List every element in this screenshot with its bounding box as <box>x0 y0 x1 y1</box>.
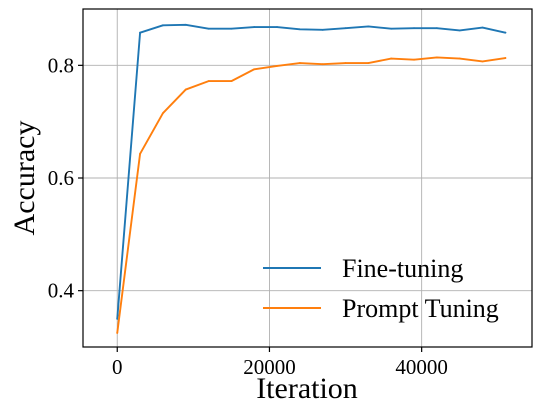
data-point-fine-tuning <box>253 26 256 28</box>
data-point-fine-tuning <box>481 26 484 29</box>
x-tick-label: 20000 <box>243 355 296 379</box>
x-tick-label: 0 <box>112 355 123 379</box>
data-point-fine-tuning <box>435 27 438 30</box>
data-point-prompt-tuning <box>435 56 438 59</box>
x-tick-label: 40000 <box>395 355 448 379</box>
data-point-fine-tuning <box>413 27 415 30</box>
data-point-prompt-tuning <box>390 57 393 60</box>
data-point-prompt-tuning <box>162 112 164 115</box>
data-point-prompt-tuning <box>458 57 461 60</box>
data-point-fine-tuning <box>139 31 141 34</box>
legend: Fine-tuning Prompt Tuning <box>263 254 499 323</box>
data-point-prompt-tuning <box>116 332 119 334</box>
x-axis-label: Iteration <box>256 372 358 405</box>
data-point-prompt-tuning <box>253 68 256 71</box>
y-tick-label: 0.8 <box>48 53 74 77</box>
data-point-prompt-tuning <box>184 88 187 91</box>
data-point-prompt-tuning <box>298 62 301 64</box>
data-point-prompt-tuning <box>481 60 484 63</box>
data-point-fine-tuning <box>344 27 347 30</box>
data-point-prompt-tuning <box>321 63 324 66</box>
data-point-fine-tuning <box>116 317 119 320</box>
data-point-fine-tuning <box>298 28 301 31</box>
series-lines <box>116 23 507 334</box>
data-point-prompt-tuning <box>207 80 210 83</box>
data-point-prompt-tuning <box>344 62 347 64</box>
data-point-fine-tuning <box>458 29 461 32</box>
grid <box>83 9 532 347</box>
y-axis-label: Accuracy <box>8 121 41 236</box>
legend-label-fine-tuning: Fine-tuning <box>342 254 463 283</box>
data-point-fine-tuning <box>367 25 370 28</box>
legend-label-prompt-tuning: Prompt Tuning <box>342 294 499 323</box>
data-point-fine-tuning <box>276 26 278 28</box>
data-point-prompt-tuning <box>504 57 507 59</box>
data-point-prompt-tuning <box>139 152 141 155</box>
data-point-fine-tuning <box>390 27 393 30</box>
axis-ticks: 0 20000 40000 0.4 0.6 0.8 <box>48 53 448 379</box>
data-point-fine-tuning <box>207 27 210 30</box>
data-point-fine-tuning <box>184 23 187 26</box>
data-point-fine-tuning <box>321 28 324 31</box>
series-line-fine-tuning <box>116 23 507 320</box>
data-point-prompt-tuning <box>367 62 370 64</box>
y-tick-label: 0.4 <box>48 279 75 303</box>
data-point-fine-tuning <box>504 31 507 34</box>
y-tick-label: 0.6 <box>48 166 74 190</box>
data-point-prompt-tuning <box>230 80 233 83</box>
data-point-prompt-tuning <box>413 58 415 61</box>
data-point-fine-tuning <box>230 27 233 30</box>
data-point-prompt-tuning <box>276 64 278 67</box>
data-point-fine-tuning <box>162 24 164 27</box>
series-line-prompt-tuning <box>116 56 507 334</box>
